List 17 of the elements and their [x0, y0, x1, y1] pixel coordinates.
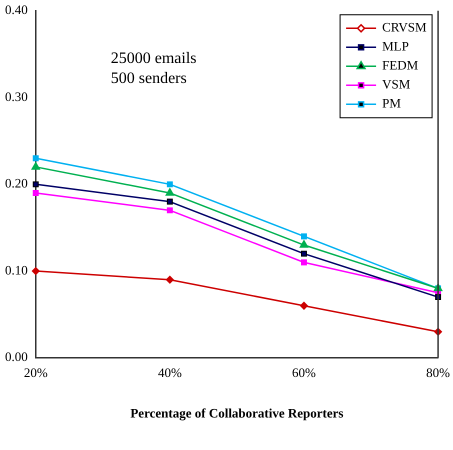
annotation: 500 senders — [110, 70, 187, 88]
y-tick-label: 0.40 — [5, 2, 28, 18]
y-tick-label: 0.10 — [5, 262, 28, 278]
legend-label: FEDM — [382, 58, 419, 73]
x-tick-label: 20% — [24, 365, 48, 380]
x-tick-label: 60% — [292, 365, 316, 380]
legend-label: PM — [382, 96, 402, 111]
y-tick-label: 0.30 — [5, 88, 28, 104]
x-tick-label: 80% — [426, 365, 450, 380]
y-tick-label: 0.20 — [5, 176, 28, 191]
x-axis-title: Percentage of Collaborative Reporters — [130, 406, 344, 421]
legend-label: VSM — [382, 76, 411, 92]
y-tick-label: 0.00 — [5, 349, 28, 364]
x-tick-label: 40% — [158, 365, 182, 380]
legend-label: CRVSM — [382, 20, 428, 35]
legend-label: MLP — [382, 38, 409, 54]
annotation: 25000 emails — [110, 50, 197, 68]
